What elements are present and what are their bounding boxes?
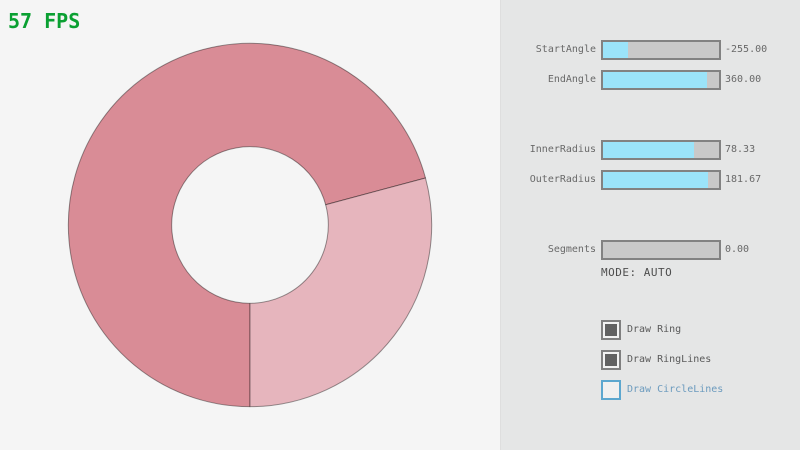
fps-counter: 57 FPS: [8, 9, 81, 33]
outerradius-label: OuterRadius: [529, 174, 596, 185]
startangle-value: -255.00: [725, 44, 768, 55]
outerradius-slider-fill: [603, 172, 709, 188]
startangle-slider-fill: [603, 42, 629, 58]
endangle-label: EndAngle: [547, 74, 596, 85]
slider-row-endangle: EndAngle 360.00: [501, 70, 800, 90]
ring-sector-dark: [67, 42, 427, 408]
checkbox-row-draw-circlelines: Draw CircleLines: [501, 380, 800, 400]
checkmark-fill: [605, 324, 617, 336]
slider-row-segments: Segments 0.00: [501, 240, 800, 260]
segments-label: Segments: [547, 244, 596, 255]
control-panel: StartAngle -255.00 EndAngle 360.00 Inner…: [500, 0, 800, 450]
startangle-slider[interactable]: [601, 40, 721, 60]
draw-ringlines-checkbox[interactable]: [601, 350, 621, 370]
slider-row-innerradius: InnerRadius 78.33: [501, 140, 800, 160]
checkbox-row-draw-ring: Draw Ring: [501, 320, 800, 340]
draw-ring-checkbox[interactable]: [601, 320, 621, 340]
innerradius-slider[interactable]: [601, 140, 721, 160]
mode-label: MODE: AUTO: [601, 266, 673, 279]
innerradius-label: InnerRadius: [529, 144, 596, 155]
draw-ring-label: Draw Ring: [627, 324, 682, 335]
segments-value: 0.00: [725, 244, 750, 255]
draw-circlelines-checkbox[interactable]: [601, 380, 621, 400]
slider-row-outerradius: OuterRadius 181.67: [501, 170, 800, 190]
ring-canvas: [67, 42, 433, 408]
endangle-slider[interactable]: [601, 70, 721, 90]
draw-ringlines-label: Draw RingLines: [627, 354, 712, 365]
draw-circlelines-label: Draw CircleLines: [627, 384, 724, 395]
innerradius-value: 78.33: [725, 144, 756, 155]
outerradius-slider[interactable]: [601, 170, 721, 190]
endangle-value: 360.00: [725, 74, 762, 85]
ring-sector-light: [249, 177, 433, 408]
innerradius-slider-fill: [603, 142, 694, 158]
checkmark-fill: [605, 354, 617, 366]
segments-slider[interactable]: [601, 240, 721, 260]
outerradius-value: 181.67: [725, 174, 762, 185]
slider-row-startangle: StartAngle -255.00: [501, 40, 800, 60]
checkbox-row-draw-ringlines: Draw RingLines: [501, 350, 800, 370]
startangle-label: StartAngle: [535, 44, 596, 55]
endangle-slider-fill: [603, 72, 708, 88]
